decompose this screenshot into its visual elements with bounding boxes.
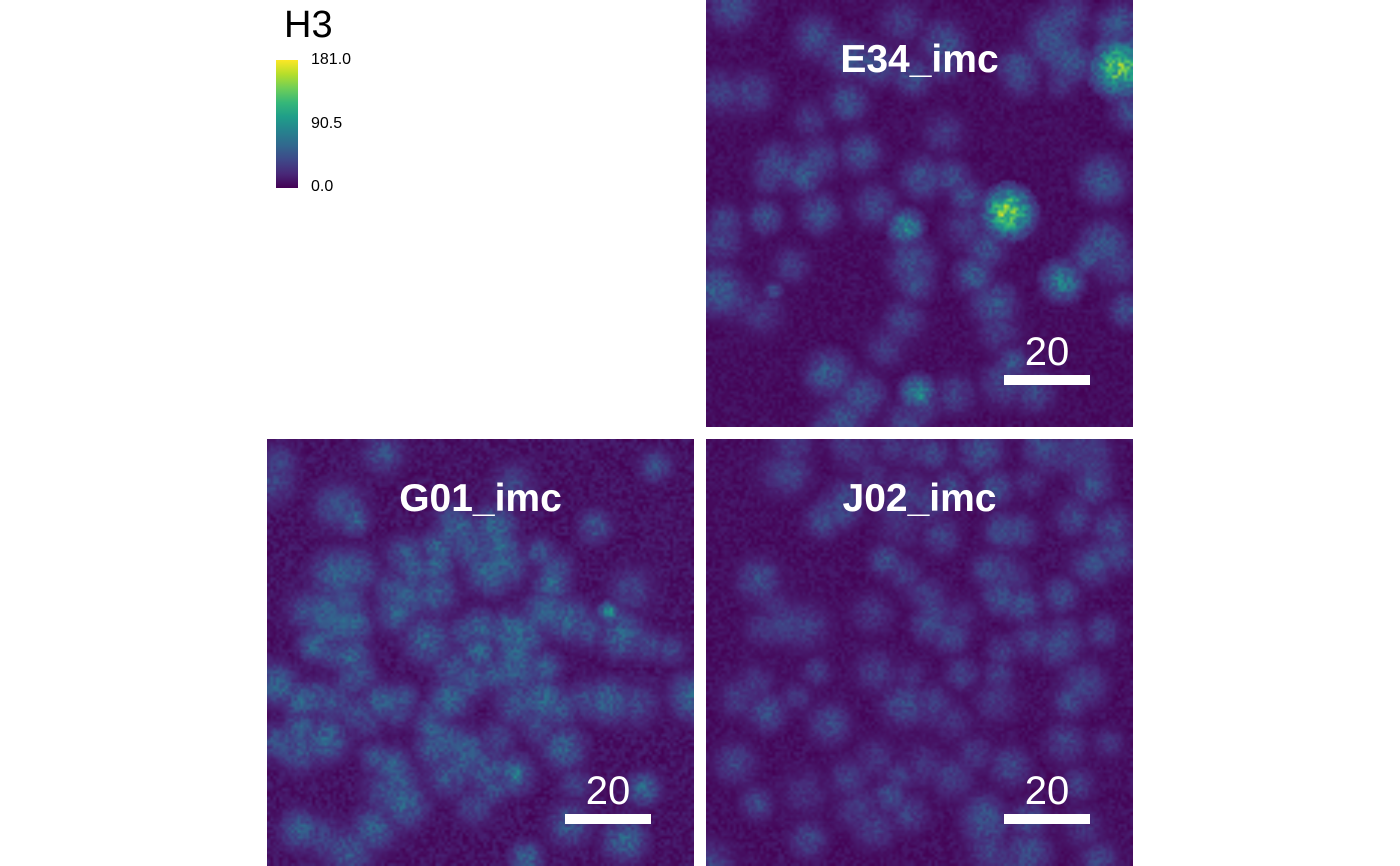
scale-bar: [1004, 814, 1090, 824]
image-panel-g01: G01_imc 20: [267, 439, 694, 866]
intensity-image: [706, 439, 1133, 866]
colorbar-mid-label: 90.5: [311, 115, 343, 132]
intensity-image: [706, 0, 1133, 427]
colorbar: [276, 60, 298, 188]
scale-bar-label: 20: [1024, 330, 1070, 374]
image-panel-j02: J02_imc 20: [706, 439, 1133, 866]
scale-bar: [1004, 375, 1090, 385]
image-panel-e34: E34_imc 20: [706, 0, 1133, 427]
scale-bar-label: 20: [585, 769, 631, 813]
panel-title: G01_imc: [399, 477, 562, 520]
legend-title: H3: [284, 4, 333, 46]
panel-title: E34_imc: [840, 38, 999, 81]
colorbar-max-label: 181.0: [311, 51, 352, 68]
colorbar-min-label: 0.0: [311, 178, 334, 195]
scale-bar: [565, 814, 651, 824]
scale-bar-label: 20: [1024, 769, 1070, 813]
intensity-image: [267, 439, 694, 866]
panel-title: J02_imc: [842, 477, 997, 520]
